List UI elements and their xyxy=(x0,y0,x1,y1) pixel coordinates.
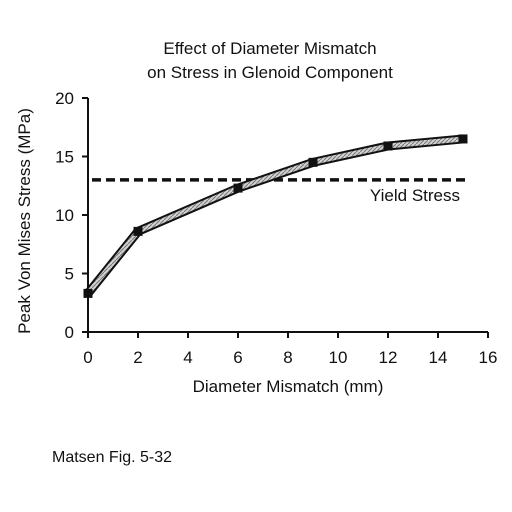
y-tick-label: 15 xyxy=(55,148,74,167)
yield-stress-label: Yield Stress xyxy=(370,186,460,205)
x-tick-label: 10 xyxy=(329,348,348,367)
x-tick-label: 2 xyxy=(133,348,142,367)
y-axis-label: Peak Von Mises Stress (MPa) xyxy=(15,108,34,334)
x-tick-label: 8 xyxy=(283,348,292,367)
data-point xyxy=(83,288,93,298)
x-tick-label: 12 xyxy=(379,348,398,367)
y-tick-label: 0 xyxy=(65,323,74,342)
x-tick-label: 0 xyxy=(83,348,92,367)
x-tick-label: 6 xyxy=(233,348,242,367)
data-point xyxy=(458,134,468,144)
series-line-outline xyxy=(84,134,464,297)
series-line xyxy=(86,136,464,295)
chart-title-line-2: on Stress in Glenoid Component xyxy=(147,63,393,82)
y-tick-label: 10 xyxy=(55,206,74,225)
data-point xyxy=(233,183,243,193)
y-tick-label: 5 xyxy=(65,265,74,284)
x-tick-label: 16 xyxy=(479,348,498,367)
x-axis-label: Diameter Mismatch (mm) xyxy=(193,377,384,396)
y-tick-label: 20 xyxy=(55,89,74,108)
data-point xyxy=(383,141,393,151)
x-tick-label: 4 xyxy=(183,348,192,367)
data-point xyxy=(133,226,143,236)
data-point xyxy=(308,157,318,167)
x-tick-label: 14 xyxy=(429,348,448,367)
chart-title-line-1: Effect of Diameter Mismatch xyxy=(163,39,377,58)
figure-caption: Matsen Fig. 5-32 xyxy=(52,449,173,466)
